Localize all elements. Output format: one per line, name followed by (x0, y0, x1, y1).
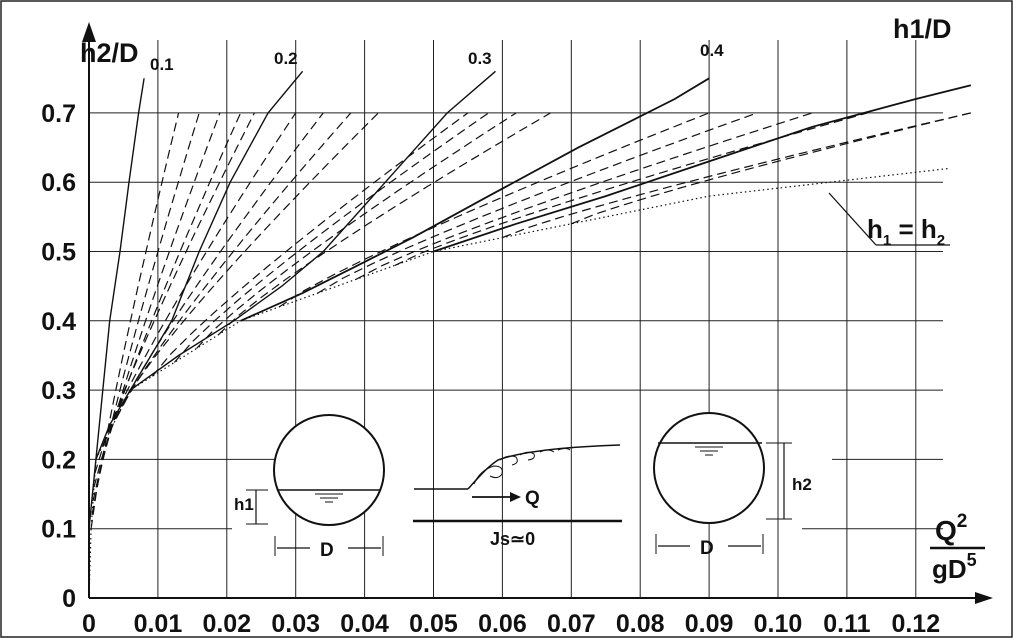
dashed-curve (92, 112, 221, 502)
water-level-icon (315, 493, 343, 503)
dashed-curve (173, 112, 489, 363)
dashed-curve (218, 112, 551, 336)
curve-label-0.1: 0.1 (150, 55, 174, 74)
grid (89, 40, 943, 598)
x-tick-label: 0.05 (409, 610, 458, 638)
y-tick-label: 0.2 (41, 446, 76, 474)
pipe-circle-downstream (653, 412, 765, 524)
solid-curve-h1-0.3 (129, 70, 496, 391)
x-axis-numerator: Q2 (935, 511, 967, 546)
hydraulic-jump-sketch: Q Js≃0 (413, 444, 622, 549)
curve-label-0.4: 0.4 (700, 41, 724, 60)
solid-curve-h1-0.1 (88, 78, 145, 529)
limit-label: h1 = h2 (867, 214, 945, 249)
series-title: h1/D (893, 14, 952, 44)
y-axis-title: h2/D (80, 38, 139, 68)
d-label-upstream: D (320, 540, 334, 561)
y-tick-label: 0.3 (41, 377, 76, 405)
pipe-sketch-downstream: h2 D (653, 412, 812, 559)
dashed-curve (102, 112, 297, 446)
x-axis-denominator: gD5 (932, 550, 977, 584)
y-tick-label: 0.7 (41, 100, 76, 128)
y-tick-label: 0.1 (41, 516, 76, 544)
curve-label-0.2: 0.2 (274, 49, 298, 68)
dashed-curve (116, 112, 352, 419)
x-tick-label: 0.12 (891, 610, 940, 638)
dashed-curve (90, 112, 180, 529)
y-axis-arrow-icon (82, 22, 96, 42)
dashed-curve (93, 112, 242, 488)
y-tick-label: 0.5 (41, 239, 76, 267)
x-tick-label: 0 (82, 610, 96, 638)
dashed-curve (571, 112, 972, 225)
x-tick-label: 0.06 (478, 610, 527, 638)
solid-curve-h1-0.5 (433, 84, 972, 253)
flow-arrow-icon (510, 492, 521, 502)
tick-labels: 0 0.01 0.02 0.03 0.04 0.05 0.06 0.07 0.08 0.09 0.1… (41, 100, 940, 638)
curves (88, 70, 972, 599)
x-tick-label: 0.07 (547, 610, 596, 638)
x-tick-label: 0.11 (823, 610, 870, 638)
dashed-curve (502, 112, 972, 239)
x-tick-label: 0.02 (202, 610, 251, 638)
x-tick-label: 0.04 (340, 610, 389, 638)
h2-label: h2 (792, 475, 812, 494)
curve-label-0.3: 0.3 (468, 49, 492, 68)
turbulence-marks (473, 448, 571, 485)
y-tick-label: 0 (62, 585, 76, 613)
x-tick-label: 0.09 (685, 610, 734, 638)
dashed-curve (122, 112, 379, 405)
y-tick-label: 0.4 (41, 308, 76, 336)
x-axis-title: Q2 gD5 (930, 511, 985, 584)
y-tick-label: 0.6 (41, 169, 76, 197)
x-tick-label: 0.01 (134, 610, 183, 638)
x-axis-arrow-icon (975, 592, 993, 604)
slope-label: Js≃0 (490, 529, 535, 549)
pipe-sketch-upstream: h1 D (234, 414, 385, 561)
dashed-curve (94, 112, 255, 474)
axes (82, 22, 993, 604)
h1-label: h1 (234, 495, 254, 514)
limit-leader-line (828, 192, 877, 246)
x-tick-label: 0.08 (616, 610, 665, 638)
water-level-icon-downstream (695, 446, 723, 456)
dashed-curve (394, 112, 868, 266)
limit-annotation: h1 = h2 (828, 192, 950, 249)
pipe-circle-upstream (273, 414, 385, 526)
solid-curve-h1-0.4 (240, 77, 710, 322)
dashed-curve (356, 112, 813, 280)
x-tick-label: 0.03 (271, 610, 320, 638)
dashed-curve (278, 112, 710, 308)
solid-curve-h1-0.2 (95, 70, 304, 460)
x-tick-label: 0.10 (754, 610, 803, 638)
flow-label: Q (525, 488, 540, 509)
dashed-curve (196, 112, 517, 349)
d-label-downstream: D (700, 538, 714, 559)
dashed-curve (317, 112, 758, 294)
